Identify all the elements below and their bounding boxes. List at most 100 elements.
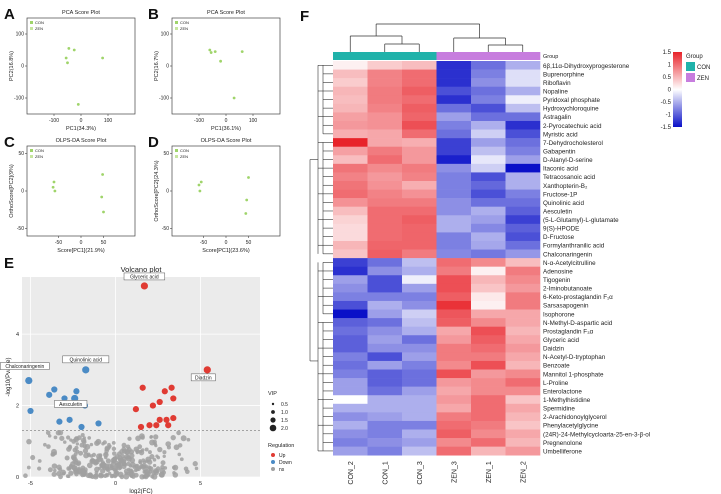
volcano-point-ns xyxy=(130,461,136,468)
volcano-point-ns xyxy=(160,460,166,466)
heatmap-cell xyxy=(505,61,541,70)
heatmap-row-label: Benzoate xyxy=(543,363,570,370)
heatmap-row-label: Mannitol 1-phosphate xyxy=(543,371,604,378)
plot-frame xyxy=(171,145,281,237)
heatmap-cell xyxy=(333,378,368,387)
legend-label: CON xyxy=(35,20,44,25)
group-legend-swatch-con xyxy=(686,62,695,71)
heatmap-cell xyxy=(505,420,541,430)
plot-frame xyxy=(26,17,136,115)
x-tick-label: 100 xyxy=(249,118,258,124)
heatmap-cell xyxy=(333,403,368,413)
heatmap-cell xyxy=(333,249,368,259)
heatmap-cell xyxy=(436,429,472,439)
heatmap-cell xyxy=(505,146,541,156)
heatmap-cell xyxy=(367,146,403,156)
heatmap-cell xyxy=(367,189,403,199)
legend-label: CON xyxy=(35,148,44,153)
heatmap-row-label: Hydroxychloroquine xyxy=(543,106,599,113)
volcano-point-ns xyxy=(152,458,157,462)
heatmap-cell xyxy=(333,163,368,173)
group-legend-title: Group xyxy=(686,54,703,60)
heatmap-column-label: CON_2 xyxy=(348,461,355,484)
heatmap-cell xyxy=(333,343,368,353)
heatmap-cell xyxy=(367,378,403,387)
volcano-point-ns xyxy=(80,433,85,438)
volcano-point-ns xyxy=(116,462,122,467)
legend-swatch-con xyxy=(30,21,33,24)
heatmap-row-label: Aesculetin xyxy=(543,208,573,215)
heatmap-cell xyxy=(367,249,403,259)
volcano-point-ns xyxy=(135,449,140,454)
volcano-point-ns xyxy=(165,441,172,447)
panel-letter-d: D xyxy=(148,134,159,151)
volcano-point-up xyxy=(170,395,177,402)
heatmap-cell xyxy=(402,309,437,319)
heatmap-cell xyxy=(333,412,368,422)
score-point-con xyxy=(208,48,212,52)
score-point-zen xyxy=(102,210,105,214)
heatmap-cell xyxy=(333,69,368,79)
heatmap-cell xyxy=(471,223,506,233)
heatmap-row-label: Itaconic acid xyxy=(543,166,578,173)
heatmap-cell xyxy=(402,206,437,216)
heatmap-cell xyxy=(436,223,472,233)
volcano-point-ns xyxy=(127,436,132,441)
heatmap-cell xyxy=(402,232,437,242)
heatmap-cell xyxy=(436,438,472,447)
volcano-point-ns xyxy=(172,472,179,478)
heatmap-cell xyxy=(471,438,506,447)
heatmap-cell xyxy=(402,335,437,345)
heatmap-cell xyxy=(367,120,403,130)
x-axis-label: Score[PC1](21.9%) xyxy=(57,248,105,254)
heatmap-cell xyxy=(436,283,472,293)
panel-letter-c: C xyxy=(4,134,15,151)
heatmap-cell xyxy=(367,266,403,276)
y-tick-label: 2 xyxy=(16,404,19,410)
y-axis-label: -log10(Pvalue) xyxy=(6,357,12,396)
volcano-point-ns xyxy=(121,442,127,448)
vip-legend-dot xyxy=(271,410,275,414)
score-point-con xyxy=(199,180,203,184)
volcano-point-ns xyxy=(120,458,127,465)
legend-swatch-zen xyxy=(175,155,178,158)
heatmap-cell xyxy=(471,78,506,88)
volcano-point-ns xyxy=(86,462,93,469)
heatmap-cell xyxy=(333,146,368,156)
y-tick-label: 0 xyxy=(16,475,19,481)
heatmap-cell xyxy=(402,292,437,302)
score-point-zen xyxy=(76,103,80,106)
heatmap-cell xyxy=(367,138,403,147)
heatmap-cell xyxy=(333,446,368,456)
volcano-point-up xyxy=(163,416,170,423)
heatmap-cell xyxy=(402,146,437,156)
heatmap-cell xyxy=(471,180,506,190)
volcano-point-ns xyxy=(23,473,28,479)
volcano-point-ns xyxy=(162,450,167,455)
vip-legend-dot xyxy=(269,424,277,432)
volcano-label: Glyceric acid xyxy=(130,274,159,280)
volcano-point-ns xyxy=(145,459,149,463)
heatmap-cell xyxy=(402,198,437,207)
heatmap-cell xyxy=(333,275,368,285)
y-tick-label: -100 xyxy=(159,96,169,102)
legend-swatch-zen xyxy=(175,27,178,30)
heatmap-cell xyxy=(436,198,472,207)
heatmap-row-label: 6β,11α-Dihydroxyprogesterone xyxy=(543,63,630,70)
heatmap-cell xyxy=(367,172,403,182)
heatmap-column-label: ZEN_2 xyxy=(520,461,527,483)
volcano-point-up xyxy=(168,384,175,391)
volcano-point-ns xyxy=(26,438,32,445)
color-scale-label: 0 xyxy=(668,88,672,94)
x-tick-label: -100 xyxy=(49,118,59,124)
heatmap-cell xyxy=(505,172,541,182)
volcano-point-ns xyxy=(138,449,145,456)
volcano-point-labeled xyxy=(25,376,33,385)
heatmap-cell xyxy=(505,206,541,216)
heatmap-cell xyxy=(471,69,506,79)
heatmap-row-label: L-Proline xyxy=(543,380,569,387)
group-bar-label: Group xyxy=(543,54,558,60)
heatmap-cell xyxy=(436,163,472,173)
x-axis-label: log2(FC) xyxy=(129,489,152,494)
volcano-point-ns xyxy=(148,466,154,472)
